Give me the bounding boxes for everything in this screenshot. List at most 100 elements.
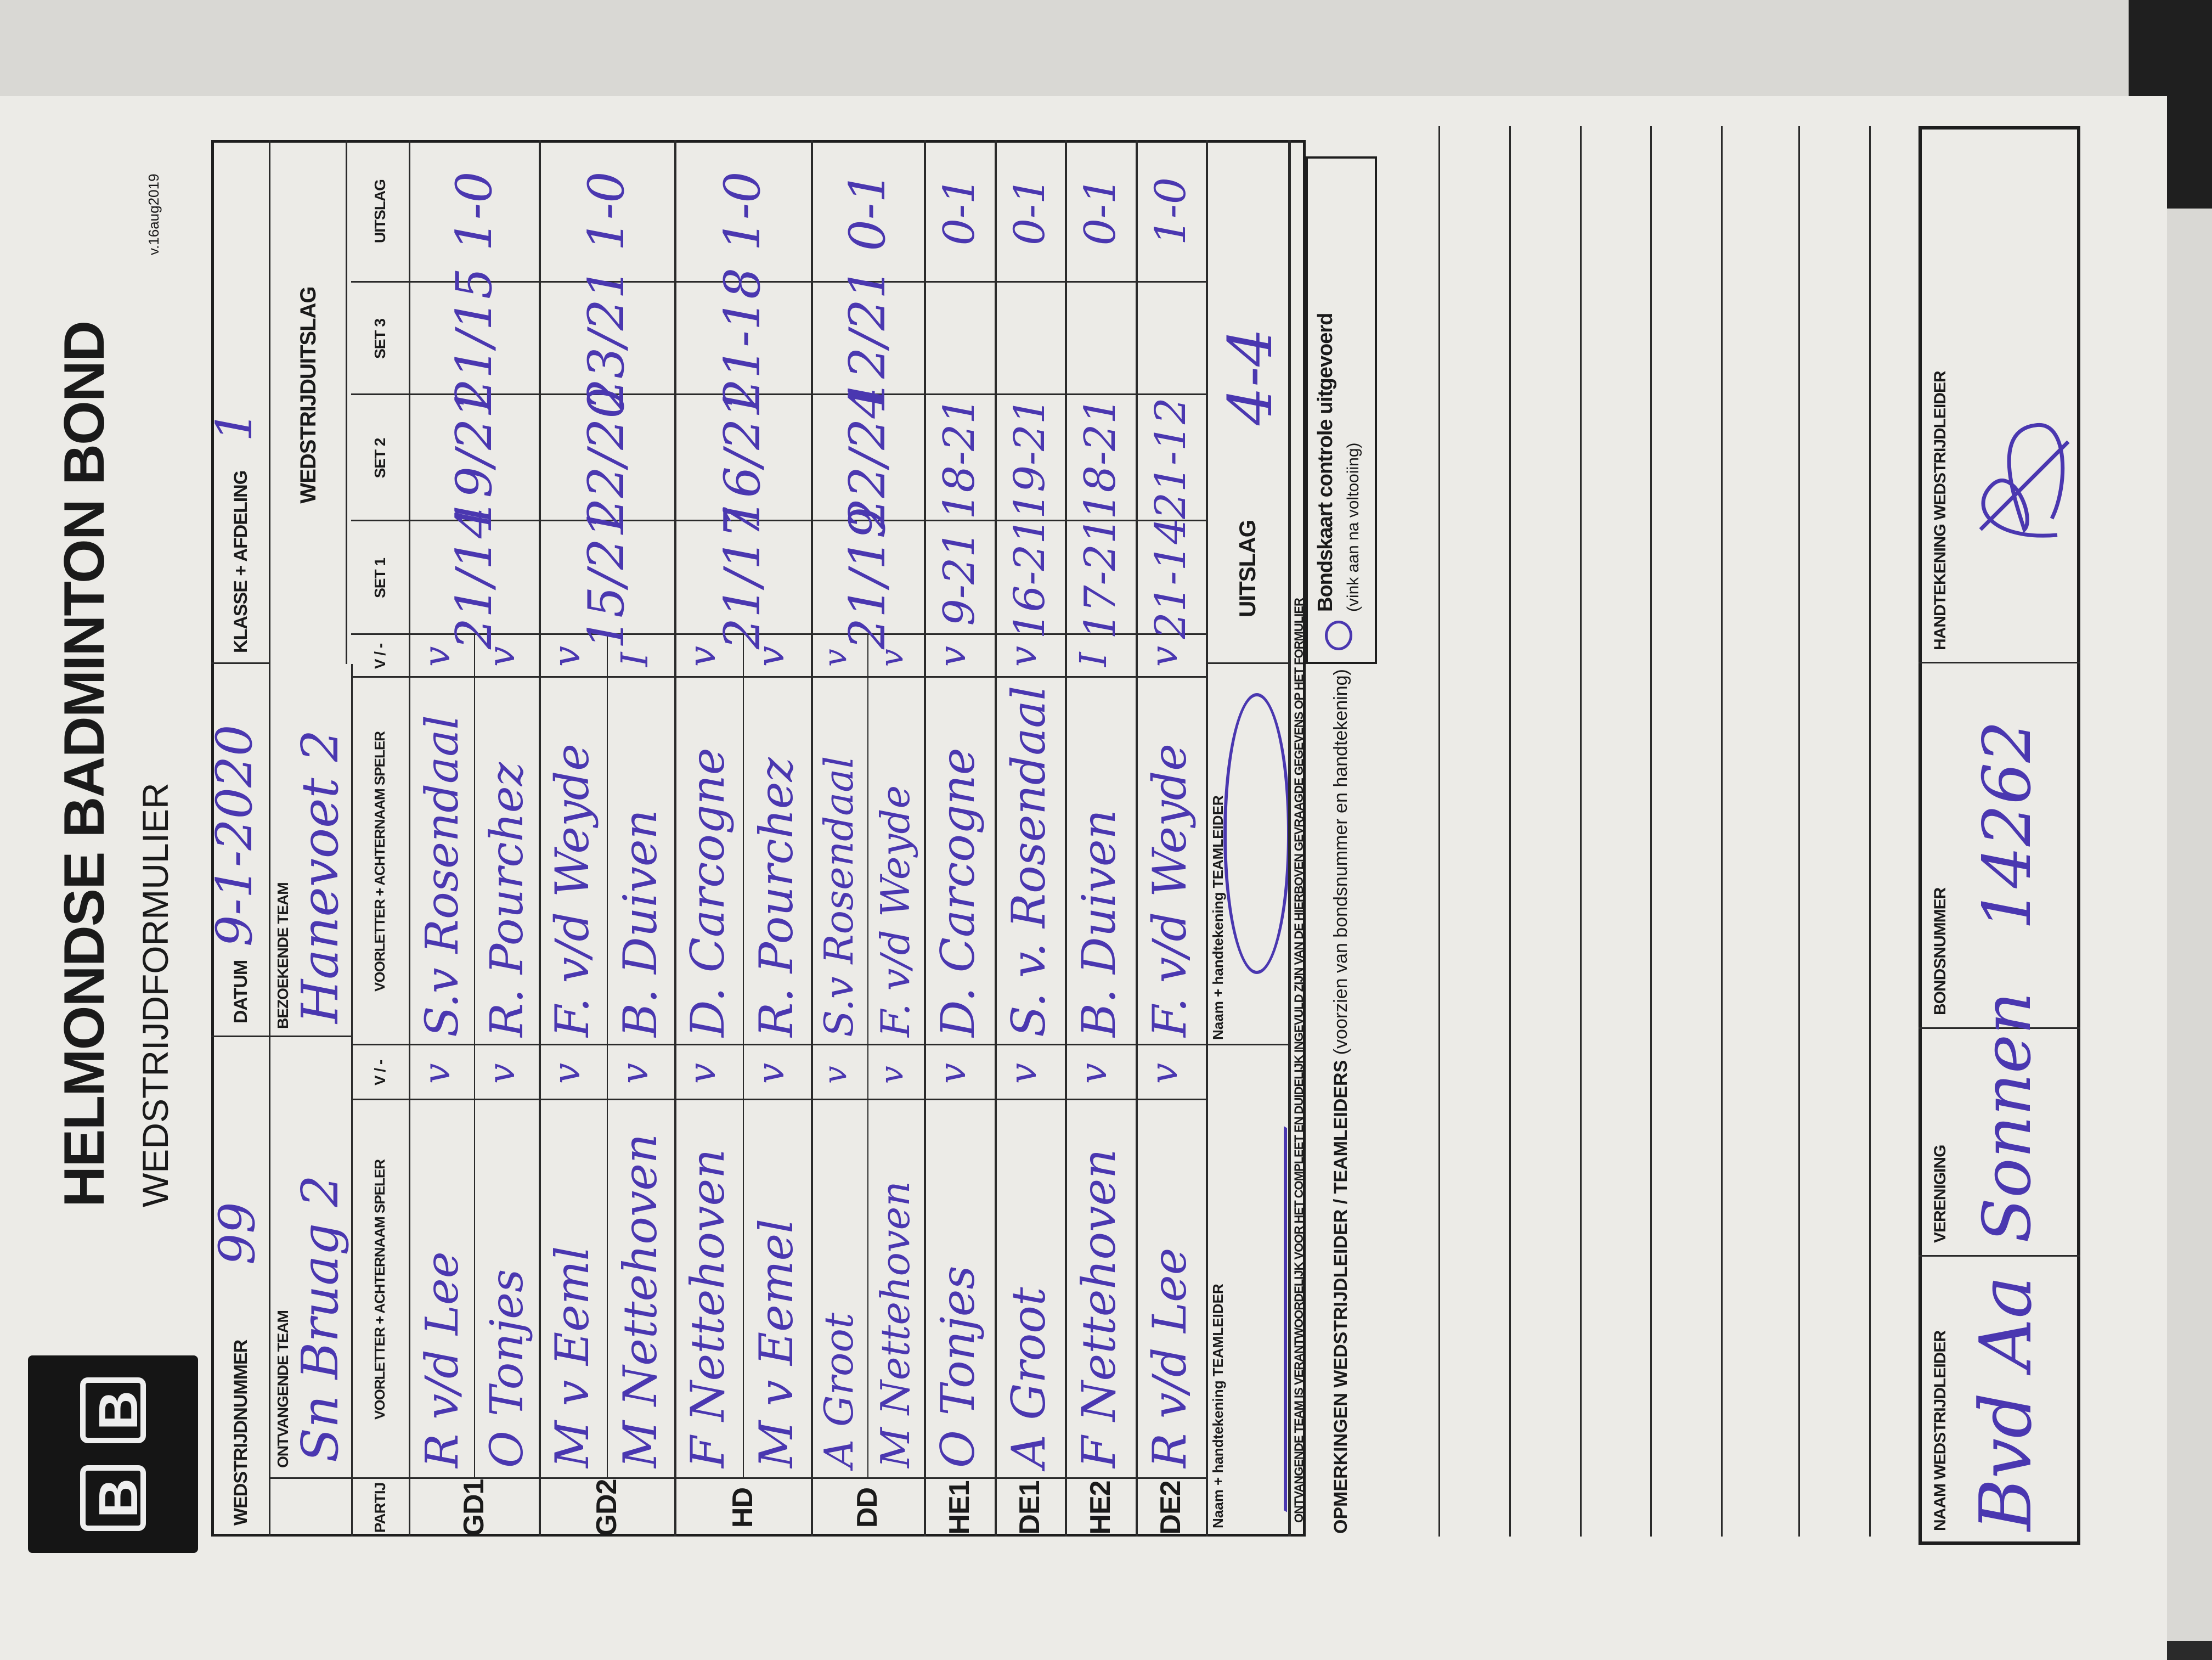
score-set2[interactable]: 19/21 — [445, 387, 503, 530]
score-set3[interactable]: 23/21 — [578, 267, 635, 410]
away-player-mark[interactable]: v — [930, 646, 974, 667]
home-player-name[interactable]: M Nettehoven — [873, 1181, 919, 1468]
referee-name-field[interactable]: Bvd Aa — [1964, 1276, 2047, 1531]
referee-number-label: BONDSNUMMER — [1931, 887, 1949, 1015]
home-player-mark[interactable]: v — [1071, 1063, 1115, 1084]
score-set2[interactable]: 22/24 — [838, 387, 896, 530]
away-player-name[interactable]: F. v/d Weyde — [545, 744, 600, 1037]
away-player-mark[interactable]: v — [480, 646, 523, 667]
remarks-line[interactable] — [1438, 126, 1440, 1537]
away-player-mark[interactable]: v — [873, 649, 911, 667]
score-result[interactable]: 1-0 — [714, 171, 771, 251]
referee-signature[interactable] — [1959, 409, 2079, 552]
score-set1[interactable]: 17-21 — [1075, 516, 1125, 640]
referee-number-field[interactable]: 14262 — [1970, 721, 2046, 930]
score-set2[interactable]: 22/20 — [578, 387, 635, 530]
home-player-mark[interactable]: v — [1001, 1063, 1045, 1084]
score-set3[interactable] — [924, 283, 995, 395]
home-player-name[interactable]: F Nettehoven — [681, 1149, 735, 1468]
final-result-value[interactable]: 4-4 — [1215, 328, 1285, 425]
score-set1[interactable]: 21-14 — [1146, 517, 1195, 639]
score-result[interactable]: 0-1 — [934, 177, 984, 246]
home-player-mark[interactable]: v — [873, 1066, 911, 1084]
score-result[interactable]: 0-1 — [838, 171, 896, 251]
score-set2[interactable]: 19-21 — [1005, 397, 1054, 519]
away-player-mark[interactable]: v — [1142, 646, 1186, 667]
home-player-mark[interactable]: v — [415, 1063, 458, 1084]
home-player-mark[interactable]: v — [749, 1063, 792, 1084]
home-player-name[interactable]: O Tonjes — [480, 1269, 533, 1468]
away-player-name[interactable]: S.v Rosendaal — [415, 715, 469, 1037]
remarks-line[interactable] — [1869, 126, 1871, 1537]
score-set1[interactable]: 21/14 — [445, 507, 503, 650]
score-result[interactable]: 0-1 — [1005, 177, 1054, 245]
away-player-name[interactable]: R. Pourchez — [749, 757, 803, 1037]
home-player-mark[interactable]: v — [681, 1063, 724, 1084]
home-player-name[interactable]: M v Eemel — [749, 1218, 803, 1468]
away-player-mark[interactable]: I — [1071, 652, 1115, 667]
away-player-name[interactable]: S.v Rosendaal — [816, 756, 863, 1037]
home-player-mark[interactable]: v — [545, 1063, 589, 1084]
away-player-name[interactable]: D. Carcogne — [681, 747, 735, 1037]
away-team-field[interactable]: Hanevoet 2 — [291, 729, 349, 1023]
away-player-name[interactable]: S. v. Rosendaal — [1001, 685, 1056, 1037]
away-player-name[interactable]: B. Duiven — [1071, 809, 1126, 1037]
date-field[interactable]: 9-1-2020 — [206, 724, 263, 947]
home-player-name[interactable]: F Nettehoven — [1071, 1149, 1126, 1468]
score-result[interactable]: 1-0 — [578, 171, 635, 251]
score-set3[interactable]: 21-18 — [714, 267, 771, 410]
score-set1[interactable]: 9-21 — [934, 530, 984, 626]
column-header-away-mark: V / - — [371, 643, 388, 669]
home-player-name[interactable]: A Groot — [1001, 1287, 1056, 1468]
home-player-name[interactable]: M Nettehoven — [613, 1133, 667, 1468]
score-set1[interactable]: 21/17 — [714, 507, 771, 650]
score-set3[interactable] — [1065, 283, 1136, 395]
home-player-mark[interactable]: v — [930, 1063, 974, 1084]
match-number-field[interactable]: 99 — [208, 1202, 266, 1265]
score-set3[interactable] — [995, 283, 1065, 395]
home-player-name[interactable]: R v/d Lee — [415, 1251, 469, 1468]
score-result[interactable]: 0-1 — [1075, 177, 1125, 246]
away-player-mark[interactable]: v — [816, 649, 854, 667]
home-player-mark[interactable]: v — [613, 1063, 656, 1084]
remarks-line[interactable] — [1721, 126, 1723, 1537]
away-player-mark[interactable]: v — [415, 646, 458, 667]
remarks-line[interactable] — [1509, 126, 1511, 1537]
home-player-name[interactable]: A Groot — [816, 1313, 863, 1468]
home-player-name[interactable]: R v/d Lee — [1142, 1247, 1197, 1468]
home-leader-signature[interactable] — [1229, 1094, 1287, 1512]
score-set3[interactable]: 21/15 — [445, 267, 503, 410]
score-set1[interactable]: 21/19 — [838, 507, 896, 650]
score-set2[interactable]: 16/21 — [714, 387, 771, 530]
away-player-mark[interactable]: I — [613, 652, 656, 667]
score-set2[interactable]: 18-21 — [934, 397, 984, 520]
score-set2[interactable]: 21-12 — [1146, 397, 1195, 519]
away-player-mark[interactable]: v — [1001, 646, 1045, 667]
remarks-line[interactable] — [1580, 126, 1582, 1537]
score-set3[interactable]: 12/21 — [838, 267, 896, 410]
score-set2[interactable]: 18-21 — [1075, 397, 1125, 520]
away-player-name[interactable]: F. v/d Weyde — [873, 785, 919, 1037]
home-player-mark[interactable]: v — [816, 1066, 854, 1084]
score-set3[interactable] — [1136, 283, 1206, 395]
bondskaart-checkbox[interactable] — [1325, 621, 1352, 650]
home-team-field[interactable]: Sn Bruag 2 — [291, 1175, 349, 1462]
home-player-name[interactable]: O Tonjes — [930, 1265, 985, 1468]
referee-club-field[interactable]: Sonnen — [1970, 992, 2046, 1243]
remarks-line[interactable] — [1798, 126, 1800, 1537]
home-player-mark[interactable]: v — [480, 1063, 523, 1084]
remarks-title: OPMERKINGEN WEDSTRIJDLEIDER / TEAMLEIDER… — [1330, 1060, 1351, 1534]
remarks-line[interactable] — [1650, 126, 1652, 1537]
home-player-name[interactable]: M v Eeml — [545, 1246, 600, 1468]
away-leader-signature[interactable] — [1223, 693, 1290, 974]
score-set1[interactable]: 16-21 — [1005, 517, 1054, 639]
away-player-name[interactable]: R. Pourchez — [480, 762, 533, 1037]
away-player-name[interactable]: B. Duiven — [613, 809, 667, 1037]
away-player-name[interactable]: D. Carcogne — [930, 747, 985, 1037]
score-set1[interactable]: 15/21 — [578, 507, 635, 650]
home-player-mark[interactable]: v — [1142, 1063, 1186, 1084]
score-result[interactable]: 1-0 — [1146, 177, 1195, 245]
away-player-name[interactable]: F. v/d Weyde — [1142, 744, 1197, 1037]
class-field[interactable]: 1 — [206, 410, 263, 442]
score-result[interactable]: 1-0 — [445, 171, 503, 251]
